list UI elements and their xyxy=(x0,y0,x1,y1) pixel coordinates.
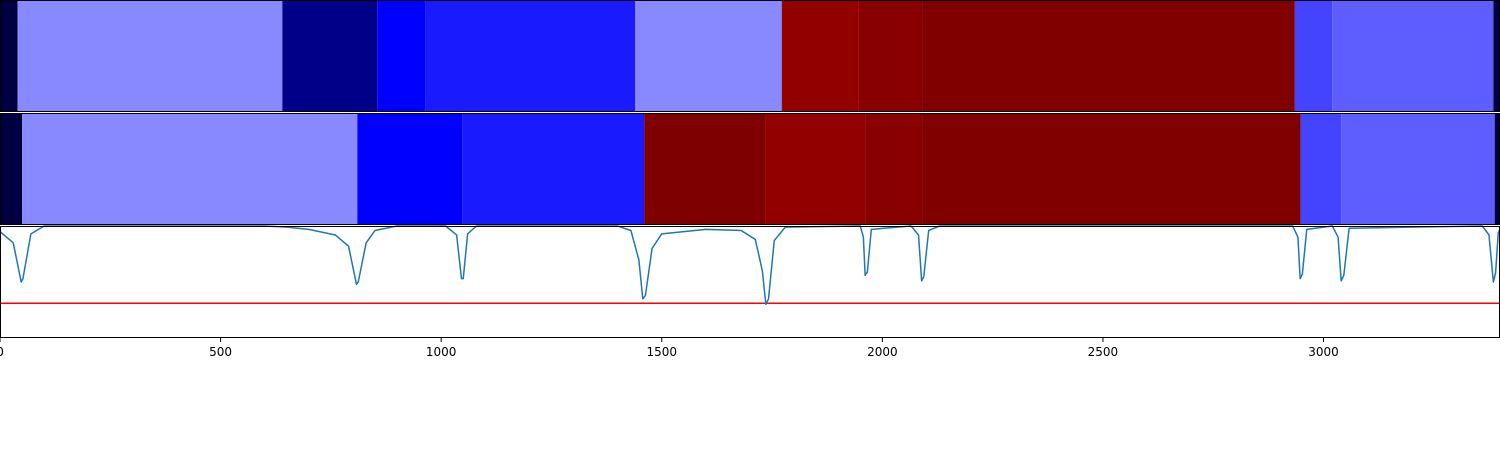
x-tick-label-2: 1000 xyxy=(426,345,457,359)
heatmap-1-segment-1 xyxy=(17,0,283,112)
heatmap-1-segment-6 xyxy=(781,0,859,112)
heatmap-2-segment-2 xyxy=(357,113,463,225)
x-tick-label-1: 500 xyxy=(209,345,232,359)
line-panel xyxy=(0,225,1500,338)
x-tick-label-5: 2500 xyxy=(1088,345,1119,359)
heatmap-2-segment-1 xyxy=(22,113,358,225)
x-tick-label-4: 2000 xyxy=(867,345,898,359)
heatmap-1-segment-7 xyxy=(858,0,923,112)
heatmap-2-segment-0 xyxy=(0,113,23,225)
heatmap-2-segment-10 xyxy=(1494,113,1500,225)
line-panel-background xyxy=(0,226,1500,338)
heatmap-2-segment-5 xyxy=(765,113,866,225)
series-line-0 xyxy=(0,225,1500,306)
heatmap-2-segment-8 xyxy=(1300,113,1342,225)
heatmap-1-segment-2 xyxy=(282,0,378,112)
heatmap-1-segment-3 xyxy=(377,0,426,112)
heatmap-1-segment-10 xyxy=(1332,0,1494,112)
heatmap-1-segment-11 xyxy=(1493,0,1500,112)
x-axis: 0 500 1000 1500 2000 2500 3000 xyxy=(0,338,1339,359)
x-tick-label-6: 3000 xyxy=(1308,345,1339,359)
x-tick-label-3: 1500 xyxy=(646,345,677,359)
heatmap-2-segment-6 xyxy=(865,113,923,225)
heatmap-1-segment-9 xyxy=(1294,0,1333,112)
heatmap-1-segment-0 xyxy=(0,0,18,112)
x-tick-label-0: 0 xyxy=(0,345,4,359)
heatmap-panel-1 xyxy=(0,0,1500,112)
heatmap-2-segment-7 xyxy=(922,113,1301,225)
heatmap-2-segment-9 xyxy=(1341,113,1495,225)
heatmap-2-segment-3 xyxy=(462,113,645,225)
heatmap-panel-2 xyxy=(0,113,1500,225)
heatmap-2-segment-4 xyxy=(644,113,766,225)
heatmap-1-segment-4 xyxy=(425,0,636,112)
heatmap-1-segment-5 xyxy=(635,0,782,112)
heatmap-1-segment-8 xyxy=(922,0,1295,112)
